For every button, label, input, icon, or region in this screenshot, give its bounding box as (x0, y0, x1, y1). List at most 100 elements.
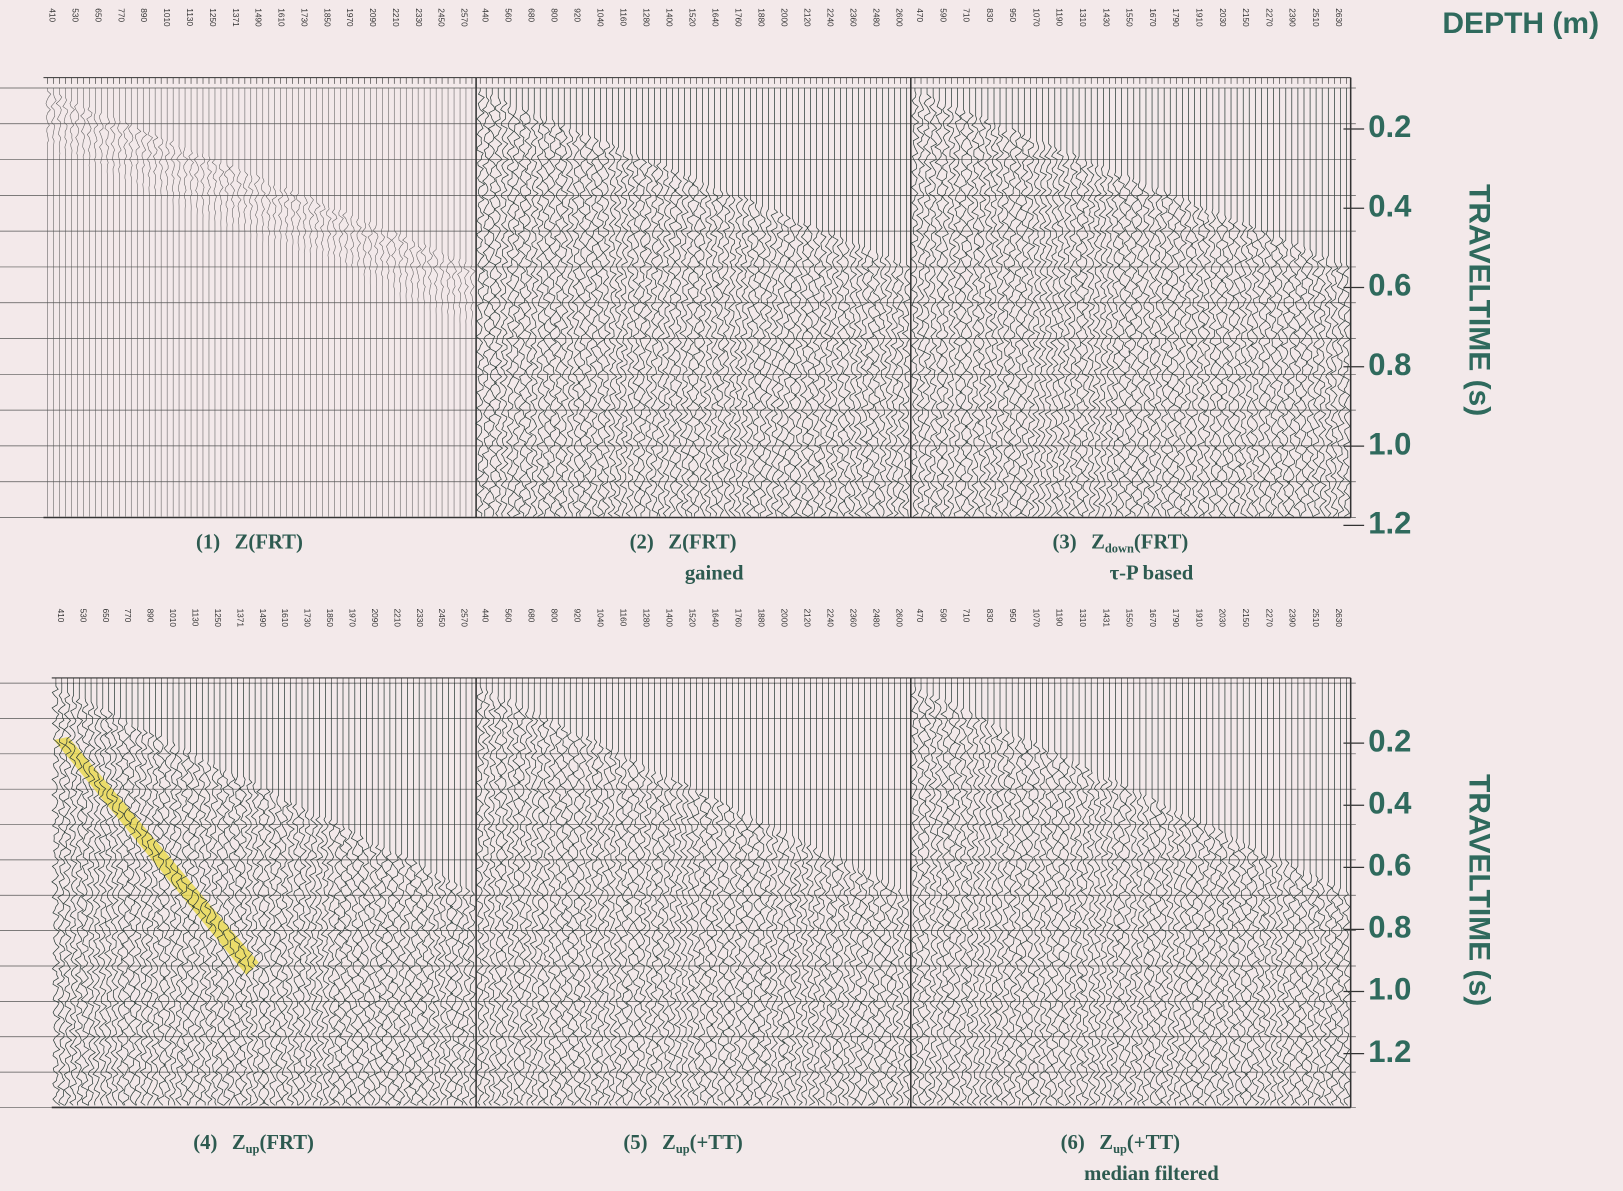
trace (165, 87, 170, 517)
trace (331, 87, 338, 517)
depth-label: 1490 (258, 609, 267, 628)
trace (922, 683, 933, 1106)
depth-label: 1880 (756, 8, 765, 27)
trace (1329, 683, 1340, 1106)
caption-number: (3) (1052, 532, 1076, 554)
trace (745, 87, 755, 517)
trace (1068, 87, 1079, 517)
depth-label: 470 (915, 8, 924, 22)
trace (1311, 87, 1321, 517)
trace (80, 683, 90, 1106)
depth-label: 1550 (1125, 609, 1134, 628)
time-axis-label: TRAVELTIME (s) (1463, 774, 1496, 1006)
depth-label: 1610 (277, 8, 286, 27)
trace (261, 683, 272, 1106)
trace (1250, 683, 1261, 1106)
trace (805, 87, 816, 517)
trace (909, 87, 921, 517)
trace (541, 683, 552, 1106)
trace (697, 87, 708, 517)
trace (1110, 87, 1121, 517)
trace (432, 87, 439, 517)
trace (565, 683, 575, 1106)
trace (1098, 87, 1109, 517)
caption-sub: up (1113, 1142, 1127, 1156)
trace (1305, 683, 1315, 1106)
trace (952, 87, 963, 517)
trace (62, 87, 68, 517)
trace (1177, 87, 1187, 517)
caption-rest: (FRT) (1134, 532, 1188, 554)
caption-sub: up (676, 1142, 690, 1156)
trace (673, 87, 684, 517)
trace (661, 87, 672, 517)
trace (97, 683, 108, 1106)
trace (481, 683, 491, 1106)
trace (835, 87, 846, 517)
trace (1141, 87, 1151, 517)
trace (595, 87, 606, 517)
depth-label: 590 (938, 609, 947, 623)
depth-label: 1850 (322, 8, 331, 27)
depth-label: 1850 (325, 609, 334, 628)
trace (619, 87, 630, 517)
trace (211, 87, 217, 517)
trace (128, 87, 134, 517)
depth-label: 2240 (825, 8, 834, 27)
trace (379, 87, 386, 517)
time-tick-label: 0.2 (1368, 723, 1411, 758)
trace (769, 87, 780, 517)
trace (619, 683, 630, 1106)
trace (971, 87, 981, 517)
trace (326, 683, 337, 1106)
trace (350, 87, 355, 517)
trace (1208, 683, 1218, 1106)
trace (372, 87, 379, 517)
trace (751, 87, 762, 517)
depth-label: 1310 (1078, 609, 1087, 628)
depth-label: 830 (985, 8, 994, 22)
trace (793, 683, 804, 1106)
trace (398, 87, 404, 517)
trace (1244, 87, 1254, 517)
trace (123, 87, 129, 517)
trace (691, 683, 701, 1106)
trace (302, 87, 308, 517)
depth-label: 1910 (1194, 609, 1203, 628)
trace (138, 683, 149, 1106)
panel: 440 560 680 800 920 1040 1160 1280 1400 1520 1640 1… (475, 8, 912, 585)
trace (1293, 683, 1303, 1106)
trace (793, 87, 804, 517)
trace (420, 683, 430, 1106)
trace (1031, 683, 1042, 1106)
trace (1037, 683, 1048, 1106)
trace (356, 87, 362, 517)
trace (982, 683, 993, 1106)
trace (679, 87, 690, 517)
trace (150, 683, 161, 1106)
trace (487, 87, 498, 517)
trace (1244, 683, 1255, 1106)
trace (877, 683, 888, 1106)
trace (1019, 683, 1030, 1106)
trace (1250, 87, 1261, 517)
depth-label: 2630 (1334, 609, 1343, 628)
trace (1031, 87, 1042, 517)
panel: 410 530 650 770 890 1010 1130 1250 1371 1490 1610 1… (43, 8, 477, 554)
trace (133, 683, 143, 1106)
trace (1286, 683, 1297, 1106)
depth-label: 2480 (871, 609, 880, 628)
trace (396, 683, 407, 1106)
trace (1256, 683, 1267, 1106)
trace (775, 683, 786, 1106)
trace (303, 683, 312, 1106)
depth-label: 1431 (1101, 609, 1110, 628)
trace (223, 87, 231, 517)
trace (673, 683, 683, 1106)
trace (541, 87, 552, 517)
trace (152, 87, 159, 517)
trace (203, 683, 214, 1106)
trace (1128, 87, 1139, 517)
time-tick-label: 1.0 (1368, 426, 1411, 461)
